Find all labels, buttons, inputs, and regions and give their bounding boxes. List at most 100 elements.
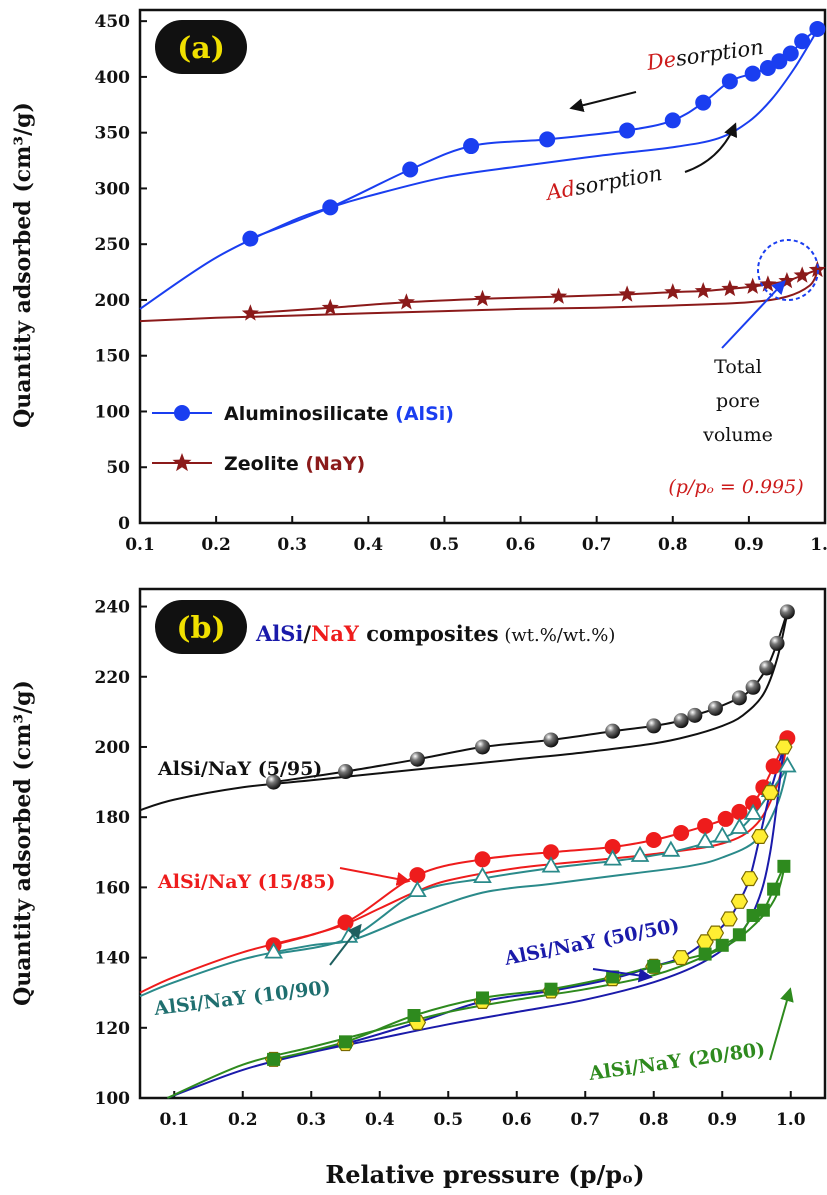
- arrow-50-50: [592, 968, 653, 983]
- panel-b-series-4-point: [715, 938, 729, 952]
- panel-a-series-1-point: [778, 272, 796, 289]
- panel-a-ytick-label: 200: [95, 291, 131, 311]
- panel-b-series-0-adsorption-line: [139, 613, 789, 812]
- panel-b-ytick-label: 180: [95, 808, 131, 828]
- panel-b-series-4-point: [407, 1009, 421, 1023]
- panel-b-series-0-point: [687, 707, 703, 723]
- panel-a-legend: Aluminosilicate (AlSi) Zeolite (NaY): [152, 403, 454, 475]
- panel-b-series-2-point: [264, 942, 283, 959]
- panel-b-series-0-point: [475, 739, 490, 755]
- panel-a-series: [139, 28, 819, 323]
- panel-a-series-0-point: [242, 230, 259, 247]
- panel-b-series-0-point: [266, 774, 282, 790]
- panel-a: 0.1 0.2 0.3 0.4 0.5 0.6 0.7 0.8 0.9 1.0 0 50 100 150 2…: [10, 8, 827, 555]
- panel-a-series-0-point: [794, 33, 811, 50]
- panel-a-series-1-point: [664, 283, 682, 300]
- label-20-80: AlSi/NaY (20/80): [587, 1038, 767, 1085]
- adsorption-prefix: Ad: [543, 176, 577, 205]
- legend-nay-marker: [172, 453, 192, 472]
- panel-a-series-1-point: [759, 275, 777, 292]
- panel-a-series-0-point: [809, 20, 826, 37]
- panel-a-xtick-label: 0.9: [734, 535, 764, 555]
- panel-a-badge: [155, 20, 247, 74]
- panel-a-series-1-point: [321, 298, 339, 315]
- panel-a-badge-label: (a): [177, 31, 225, 66]
- panel-a-xtick-label: 0.2: [201, 535, 231, 555]
- panel-b-series-3-point: [672, 950, 690, 966]
- panel-b-series-1-point: [765, 758, 782, 775]
- arrow-15-85: [339, 867, 411, 886]
- panel-a-frame: [138, 8, 827, 525]
- desorption-prefix: De: [644, 47, 677, 75]
- label-10-90: AlSi/NaY (10/90): [152, 976, 332, 1020]
- panel-b-series-4-point: [756, 903, 770, 917]
- panel-b-series-1-point: [543, 844, 559, 861]
- panel-b-series: [139, 611, 789, 1099]
- panel-a-xtick-label: 0.8: [658, 535, 688, 555]
- panel-a-ytick-label: 100: [95, 402, 131, 422]
- panel-a-xtick-label: 0.7: [582, 535, 612, 555]
- panel-b-series-3-point: [775, 739, 793, 755]
- panel-b-series-3-point: [740, 871, 759, 887]
- panel-b-xtick-label: 0.6: [502, 1110, 532, 1130]
- panel-a-series-0-point: [322, 199, 339, 216]
- panel-b-ytick-label: 220: [95, 668, 131, 688]
- total-pore-volume-arrow: [721, 279, 786, 349]
- legend-nay-entry: Zeolite (NaY): [224, 453, 365, 475]
- panel-b-series-4-point: [767, 882, 781, 896]
- title-slash: /: [303, 621, 311, 646]
- panel-b-series-4-point: [647, 959, 661, 973]
- panel-a-series-1-point: [473, 289, 492, 307]
- panel-b-xtick-label: 0.4: [365, 1110, 395, 1130]
- panel-b-series-4-point: [777, 859, 791, 873]
- panel-a-series-1-point: [808, 260, 826, 278]
- panel-b-ticks: 0.1 0.2 0.3 0.4 0.5 0.6 0.7 0.8 0.9 1.0 100 120 140 1…: [95, 598, 806, 1130]
- panel-b-series-4-point: [746, 908, 760, 922]
- total-pore-volume-circle: [757, 239, 819, 301]
- panel-a-xtick-label: 0.6: [506, 535, 536, 555]
- panel-a-series-1-adsorption-line: [139, 271, 819, 323]
- panel-b-series-1-adsorption-line: [139, 743, 789, 994]
- panel-b-series-0-point: [409, 751, 425, 767]
- label-5-95: AlSi/NaY (5/95): [157, 758, 322, 780]
- panel-a-series-1-point: [241, 304, 259, 321]
- panel-b-series-1-point: [474, 851, 491, 868]
- panel-a-ytick-label: 400: [95, 68, 131, 88]
- adsorption-annotation: Adsorption: [543, 161, 664, 205]
- panel-a-series-1-point: [793, 266, 811, 283]
- panel-b-series-1-point: [604, 839, 621, 856]
- panel-b-markers: [264, 604, 797, 1067]
- panel-b-series-0-point: [731, 690, 747, 706]
- panel-b-series-1-point: [745, 795, 762, 812]
- panel-b-series-0-point: [605, 723, 621, 739]
- panel-b-badge-label: (b): [176, 611, 225, 646]
- panel-a-series-1-point: [694, 282, 712, 299]
- panel-b-ytick-label: 120: [95, 1019, 131, 1039]
- panel-b-xtick-label: 0.2: [228, 1110, 258, 1130]
- title-composites: composites: [359, 621, 499, 646]
- panel-b-ytick-label: 240: [95, 598, 131, 618]
- panel-a-ytick-label: 0: [118, 514, 130, 534]
- panel-a-series-1-point: [744, 277, 762, 294]
- panel-b-series-2-point: [777, 756, 797, 773]
- panel-a-series-1-point: [397, 293, 415, 310]
- panel-b-xtick-label: 1.0: [776, 1110, 806, 1130]
- panel-a-ticks: 0.1 0.2 0.3 0.4 0.5 0.6 0.7 0.8 0.9 1.0 0 50 100 150 2…: [95, 12, 827, 555]
- panel-a-series-0-point: [539, 131, 556, 148]
- panel-b-series-0-point: [673, 713, 689, 729]
- panel-a-series-0-point: [744, 65, 761, 82]
- panel-b-series-1-point: [717, 810, 734, 827]
- panel-b-series-4-point: [606, 970, 620, 984]
- panel-b-series-2-point: [541, 856, 561, 873]
- panel-b-series-1-point: [673, 824, 690, 841]
- panel-a-xtick-label: 0.1: [125, 535, 155, 555]
- panel-a-series-0-point: [463, 138, 480, 155]
- panel-a-series-1-point: [721, 279, 739, 297]
- arrow-10-90: [329, 923, 362, 966]
- panel-a-series-0-point: [664, 112, 681, 129]
- panel-a-xtick-label: 0.4: [354, 535, 384, 555]
- panel-b-series-3-point: [720, 911, 738, 927]
- panel-b-xtick-label: 0.5: [433, 1110, 463, 1130]
- panel-b-title: AlSi/NaY composites (wt.%/wt.%): [255, 621, 615, 646]
- panel-a-series-0-adsorption-line: [139, 29, 819, 310]
